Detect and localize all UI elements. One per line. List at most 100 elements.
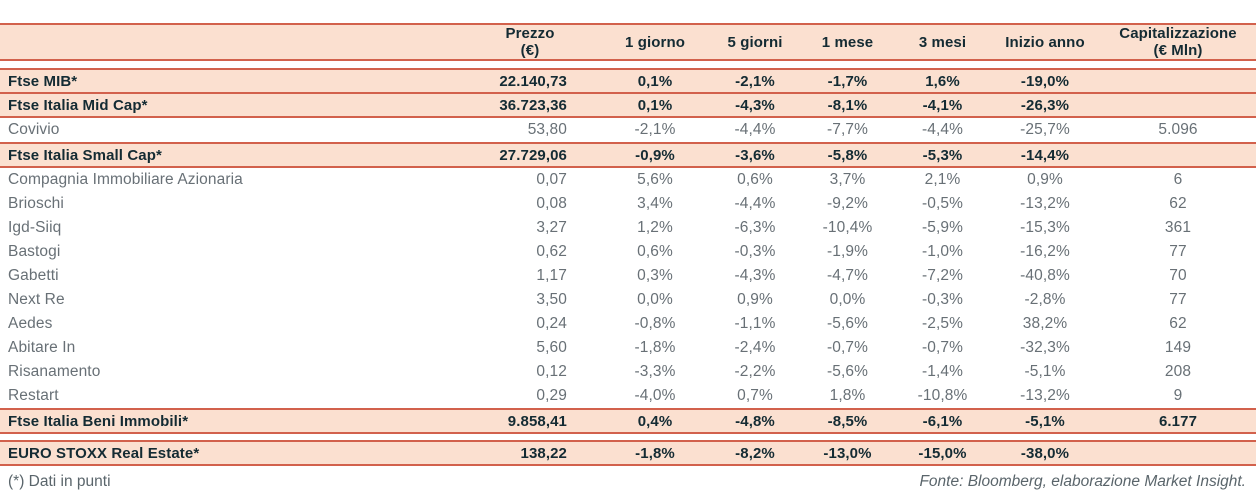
- cell-m3: -6,1%: [922, 412, 963, 430]
- cell-d5: -2,1%: [735, 72, 775, 90]
- cell-d5: -0,3%: [734, 243, 776, 260]
- header-1-mese: 1 mese: [821, 33, 874, 51]
- cell-d5: -2,2%: [734, 363, 776, 380]
- cell-d5: -4,3%: [734, 267, 776, 284]
- performance-table: Prezzo (€) 1 giorno 5 giorni 1 mese 3 me…: [0, 23, 1256, 491]
- cell-m3: -5,9%: [922, 219, 963, 236]
- stock-row: Gabetti 1,17 0,3% -4,3% -4,7% -7,2% -40,8% 70: [0, 264, 1256, 288]
- index-row: Ftse Italia Beni Immobili* 9.858,41 0,4% -4…: [0, 408, 1256, 434]
- stock-row: Risanamento 0,12 -3,3% -2,2% -5,6% -1,4% -5,1%…: [0, 360, 1256, 384]
- cell-d5: 0,9%: [737, 291, 773, 308]
- cell-name: Ftse Italia Mid Cap*: [8, 96, 148, 114]
- cell-prezzo: 3,27: [536, 219, 567, 236]
- cell-d5: 0,7%: [737, 387, 773, 404]
- header-prezzo: Prezzo (€): [505, 25, 555, 59]
- cell-d5: -6,3%: [734, 219, 776, 236]
- cell-cap: 149: [1164, 339, 1192, 356]
- cell-prezzo: 22.140,73: [499, 72, 567, 90]
- cell-m3: -0,7%: [922, 339, 963, 356]
- cell-cap: 70: [1169, 267, 1187, 284]
- cell-name: Aedes: [8, 315, 53, 332]
- cell-d1: 0,3%: [637, 267, 673, 284]
- cell-d1: -3,3%: [634, 363, 676, 380]
- cell-m1: -9,2%: [827, 195, 868, 212]
- cell-cap: 5.096: [1158, 121, 1198, 138]
- stock-row: Covivio 53,80 -2,1% -4,4% -7,7% -4,4% -25,7% 5.…: [0, 118, 1256, 142]
- cell-name: Abitare In: [8, 339, 76, 356]
- cell-name: Gabetti: [8, 267, 59, 284]
- stock-row: Compagnia Immobiliare Azionaria 0,07 5,6% 0…: [0, 168, 1256, 192]
- section-gap: [0, 434, 1256, 440]
- index-row: Ftse Italia Small Cap* 27.729,06 -0,9% -3,6…: [0, 142, 1256, 168]
- header-capitalizzazione: Capitalizzazione (€ Mln): [1119, 25, 1237, 59]
- cell-cap: 361: [1164, 219, 1192, 236]
- cell-ytd: -13,2%: [1020, 387, 1070, 404]
- cell-prezzo: 0,12: [536, 363, 567, 380]
- cell-ytd: -38,0%: [1020, 444, 1070, 462]
- index-row: Ftse MIB* 22.140,73 0,1% -2,1% -1,7% 1,6% -19,…: [0, 68, 1256, 94]
- table-footer: (*) Dati in punti Fonte: Bloomberg, elab…: [0, 466, 1256, 491]
- cell-d1: -2,1%: [634, 121, 676, 138]
- stock-row: Igd-Siiq 3,27 1,2% -6,3% -10,4% -5,9% -15,3% 36…: [0, 216, 1256, 240]
- cell-m1: 0,0%: [829, 291, 866, 308]
- cell-d1: 3,4%: [637, 195, 673, 212]
- cell-ytd: -5,1%: [1025, 412, 1065, 430]
- cell-m3: -10,8%: [917, 387, 968, 404]
- stock-row: Brioschi 0,08 3,4% -4,4% -9,2% -0,5% -13,2% 62: [0, 192, 1256, 216]
- header-inizio-anno: Inizio anno: [1005, 33, 1085, 51]
- cell-m3: -1,0%: [922, 243, 963, 260]
- cell-m3: -4,1%: [922, 96, 963, 114]
- cell-cap: 77: [1169, 291, 1187, 308]
- cell-m3: -2,5%: [922, 315, 963, 332]
- cell-prezzo: 0,24: [536, 315, 567, 332]
- cell-cap: 6: [1173, 171, 1183, 188]
- cell-m3: -7,2%: [922, 267, 963, 284]
- cell-m1: 3,7%: [829, 171, 866, 188]
- cell-cap: 77: [1169, 243, 1187, 260]
- cell-d1: -0,9%: [635, 146, 675, 164]
- cell-m1: -5,8%: [827, 146, 868, 164]
- cell-ytd: -32,3%: [1020, 339, 1070, 356]
- stock-row: Next Re 3,50 0,0% 0,9% 0,0% -0,3% -2,8% 77: [0, 288, 1256, 312]
- cell-name: Restart: [8, 387, 59, 404]
- index-row: EURO STOXX Real Estate* 138,22 -1,8% -8,2% -…: [0, 440, 1256, 466]
- cell-name: Igd-Siiq: [8, 219, 62, 236]
- cell-ytd: -25,7%: [1020, 121, 1070, 138]
- cell-ytd: -15,3%: [1020, 219, 1070, 236]
- cell-m3: -1,4%: [922, 363, 963, 380]
- cell-name: Brioschi: [8, 195, 64, 212]
- header-1-giorno: 1 giorno: [625, 33, 685, 51]
- cell-d1: 0,1%: [637, 72, 673, 90]
- stock-row: Aedes 0,24 -0,8% -1,1% -5,6% -2,5% 38,2% 62: [0, 312, 1256, 336]
- cell-cap: 9: [1173, 387, 1183, 404]
- cell-m3: 2,1%: [924, 171, 961, 188]
- cell-m1: 1,8%: [829, 387, 866, 404]
- cell-d5: -3,6%: [735, 146, 775, 164]
- source-attribution: Fonte: Bloomberg, elaborazione Market In…: [919, 473, 1246, 490]
- cell-prezzo: 0,29: [536, 387, 567, 404]
- cell-name: Next Re: [8, 291, 65, 308]
- cell-cap: 208: [1164, 363, 1192, 380]
- cell-d1: -0,8%: [634, 315, 676, 332]
- cell-prezzo: 1,17: [536, 267, 567, 284]
- cell-prezzo: 0,08: [536, 195, 567, 212]
- cell-ytd: -16,2%: [1020, 243, 1070, 260]
- cell-name: Compagnia Immobiliare Azionaria: [8, 171, 243, 188]
- cell-d1: 0,4%: [637, 412, 673, 430]
- cell-m1: -0,7%: [827, 339, 868, 356]
- cell-m1: -4,7%: [827, 267, 868, 284]
- cell-cap: 62: [1169, 315, 1187, 332]
- cell-name: Ftse MIB*: [8, 72, 78, 90]
- index-row: Ftse Italia Mid Cap* 36.723,36 0,1% -4,3% -8…: [0, 94, 1256, 118]
- cell-m3: -0,3%: [922, 291, 963, 308]
- cell-m1: -10,4%: [822, 219, 873, 236]
- cell-d1: -1,8%: [635, 444, 675, 462]
- cell-ytd: -19,0%: [1020, 72, 1070, 90]
- cell-m3: -5,3%: [922, 146, 963, 164]
- cell-ytd: -13,2%: [1020, 195, 1070, 212]
- cell-name: Ftse Italia Beni Immobili*: [8, 412, 189, 430]
- cell-d1: 0,0%: [637, 291, 673, 308]
- cell-m3: 1,6%: [925, 72, 960, 90]
- cell-name: Risanamento: [8, 363, 101, 380]
- cell-m1: -1,7%: [827, 72, 868, 90]
